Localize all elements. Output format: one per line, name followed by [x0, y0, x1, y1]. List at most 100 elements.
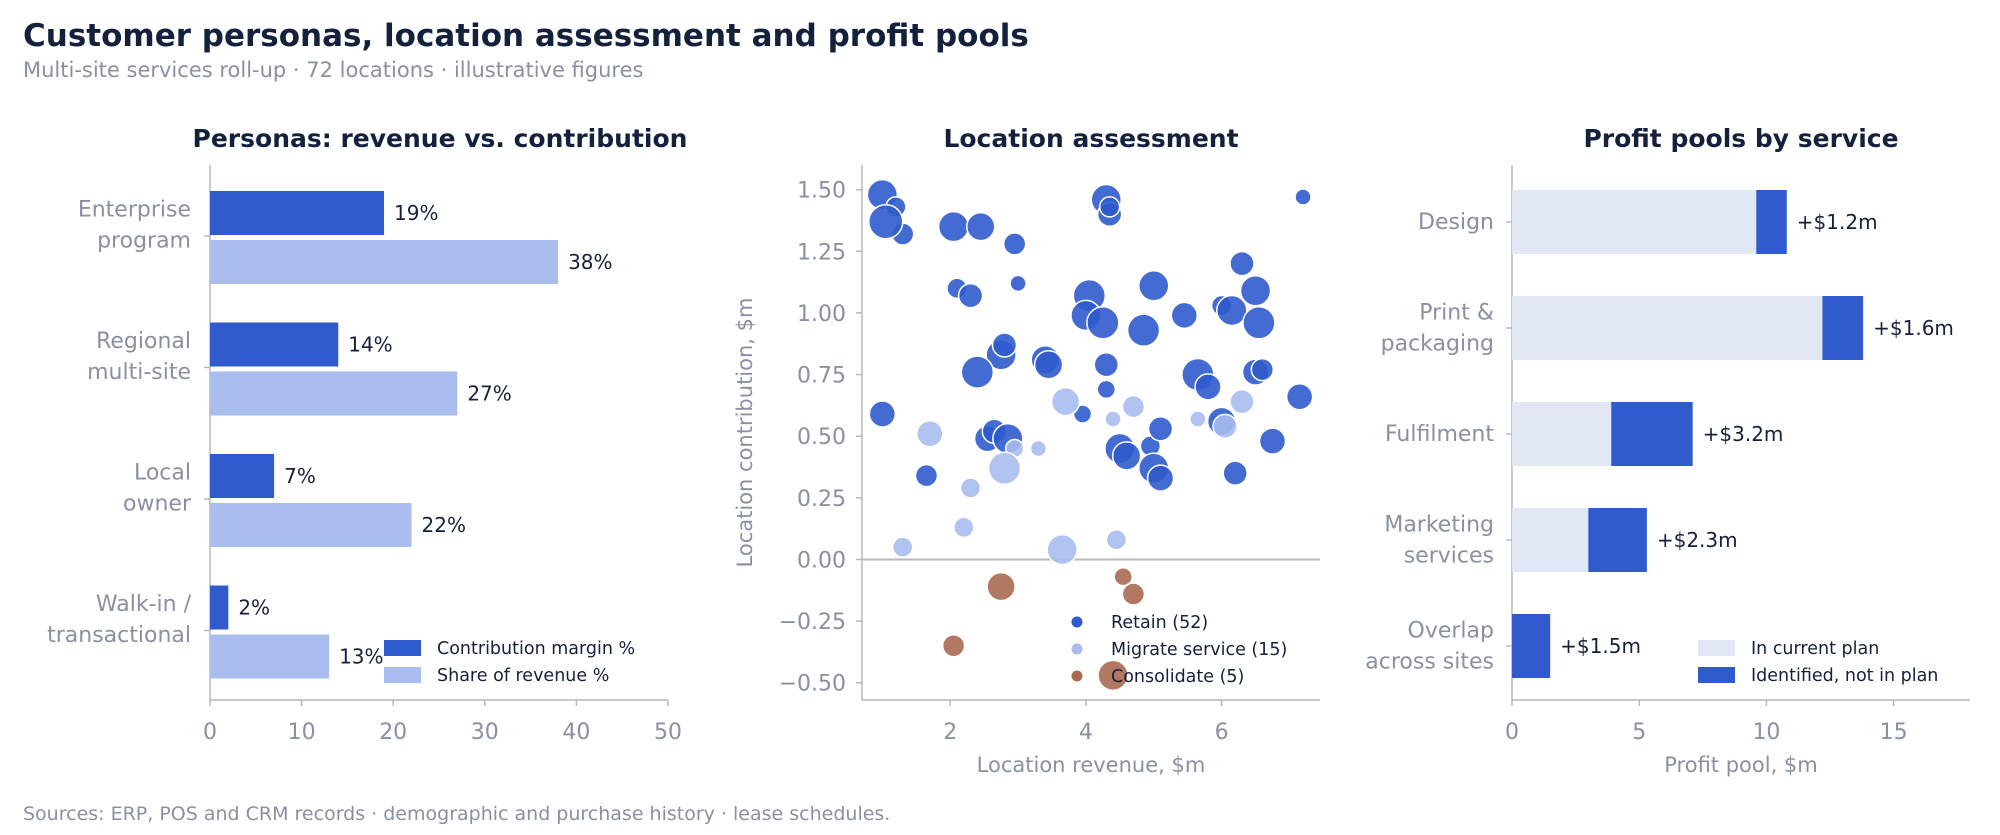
point-retain-52: [1086, 306, 1120, 340]
point-migrate-service-15: [916, 419, 944, 448]
point-retain-52: [965, 211, 996, 242]
bar-identified-not-in-plan: [1822, 296, 1864, 360]
y-tick-label: −0.50: [779, 672, 846, 697]
legend-marker: [1071, 643, 1083, 655]
point-migrate-service-15: [1105, 528, 1128, 551]
point-retain-52: [1222, 460, 1248, 486]
point-retain-52: [1146, 464, 1175, 492]
bar-contribution-margin: [210, 585, 229, 630]
point-retain-52: [1242, 306, 1276, 340]
y-tick-label: 0.00: [797, 548, 846, 573]
legend-marker: [1071, 616, 1083, 628]
point-retain-52: [1033, 349, 1064, 380]
data-label: +$3.2m: [1703, 422, 1784, 446]
point-retain-52: [1147, 416, 1174, 442]
point-retain-52: [1138, 270, 1170, 302]
x-tick-label: 30: [471, 720, 499, 745]
category-label: Overlap across sites: [1365, 619, 1494, 675]
x-tick-label: 15: [1880, 720, 1908, 745]
bar-share-of-revenue: [210, 503, 412, 547]
category-label: Marketing services: [1384, 513, 1494, 569]
y-tick-label: 1.00: [797, 302, 846, 327]
point-retain-52: [1009, 274, 1027, 293]
x-tick-label: 40: [562, 720, 590, 745]
point-retain-52: [1250, 357, 1275, 382]
point-retain-52: [1170, 301, 1199, 330]
legend-label: Share of revenue %: [437, 666, 609, 686]
category-label: Walk-in / transactional: [47, 592, 191, 648]
legend-label: Consolidate (5): [1111, 667, 1244, 687]
chart-title: Profit pools by service: [1583, 124, 1898, 153]
point-consolidate-5: [1097, 659, 1129, 692]
data-label: 27%: [467, 382, 511, 406]
point-consolidate-5: [941, 634, 966, 658]
point-migrate-service-15: [1229, 388, 1255, 415]
x-axis-label: Profit pool, $m: [1664, 753, 1817, 777]
point-migrate-service-15: [1050, 386, 1081, 417]
bar-in-current-plan: [1512, 296, 1823, 360]
legend-label: Identified, not in plan: [1751, 666, 1938, 686]
point-migrate-service-15: [1121, 394, 1146, 419]
point-retain-52: [1239, 274, 1272, 307]
page-subtitle: Multi-site services roll-up · 72 locatio…: [23, 58, 644, 82]
data-label: 19%: [394, 201, 438, 225]
personas-panel: Personas: revenue vs. contribution 0 10 20 3…: [47, 124, 687, 745]
point-retain-52: [1194, 373, 1222, 401]
bar-share-of-revenue: [210, 371, 458, 416]
point-retain-52: [1258, 427, 1287, 455]
bar-contribution-margin: [210, 454, 275, 498]
chart-title: Personas: revenue vs. contribution: [193, 124, 688, 153]
y-tick-label: 0.50: [797, 425, 846, 450]
point-migrate-service-15: [959, 477, 982, 499]
page-title: Customer personas, location assessment a…: [23, 18, 1029, 54]
category-label: Design: [1418, 210, 1494, 235]
bar-identified-not-in-plan: [1588, 508, 1647, 572]
point-migrate-service-15: [891, 536, 914, 558]
sources-footnote: Sources: ERP, POS and CRM records · demo…: [23, 803, 891, 825]
bar-contribution-margin: [210, 191, 385, 235]
location-assessment-panel: Location assessment 2 4 6 −0.50 −0.25 0.00 0.25…: [733, 124, 1320, 777]
profit-pools-panel: Profit pools by service 0 5 10 15 Profit pool…: [1365, 124, 1970, 777]
y-tick-label: 1.25: [797, 240, 846, 265]
data-label: 2%: [238, 596, 270, 620]
x-tick-label: 50: [654, 720, 682, 745]
legend-swatch: [384, 640, 421, 656]
x-tick-label: 5: [1632, 720, 1646, 745]
category-label: Print & packaging: [1381, 301, 1494, 357]
x-tick-label: 20: [379, 720, 407, 745]
point-migrate-service-15: [953, 516, 975, 539]
point-retain-52: [1098, 196, 1121, 218]
bar-identified-not-in-plan: [1512, 614, 1551, 678]
point-migrate-service-15: [1212, 413, 1238, 440]
point-retain-52: [991, 332, 1018, 358]
point-migrate-service-15: [1046, 533, 1078, 566]
point-retain-52: [960, 355, 995, 389]
point-retain-52: [1126, 313, 1161, 347]
y-tick-label: 0.75: [797, 364, 846, 389]
data-label: 14%: [348, 333, 392, 357]
legend-label: In current plan: [1751, 639, 1879, 659]
point-retain-52: [914, 463, 939, 488]
y-tick-label: 0.25: [797, 487, 846, 512]
data-label: 38%: [568, 250, 612, 274]
bar-identified-not-in-plan: [1756, 190, 1787, 254]
x-tick-label: 2: [943, 720, 957, 745]
bar-in-current-plan: [1512, 402, 1612, 466]
category-label: Regional multi-site: [87, 329, 191, 385]
category-label: Enterprise program: [78, 198, 191, 254]
y-tick-label: −0.25: [779, 610, 846, 635]
category-label: Local owner: [123, 461, 192, 517]
bar-share-of-revenue: [210, 634, 330, 679]
point-migrate-service-15: [1029, 439, 1048, 458]
point-retain-52: [1111, 441, 1142, 471]
point-retain-52: [1294, 188, 1312, 206]
data-label: +$1.6m: [1873, 316, 1954, 340]
legend-swatch: [1698, 640, 1735, 656]
point-retain-52: [1002, 232, 1027, 256]
point-retain-52: [868, 400, 897, 428]
point-migrate-service-15: [987, 451, 1022, 485]
data-label: +$1.5m: [1560, 634, 1641, 658]
chart-title: Location assessment: [943, 124, 1238, 153]
legend-swatch: [384, 667, 421, 683]
